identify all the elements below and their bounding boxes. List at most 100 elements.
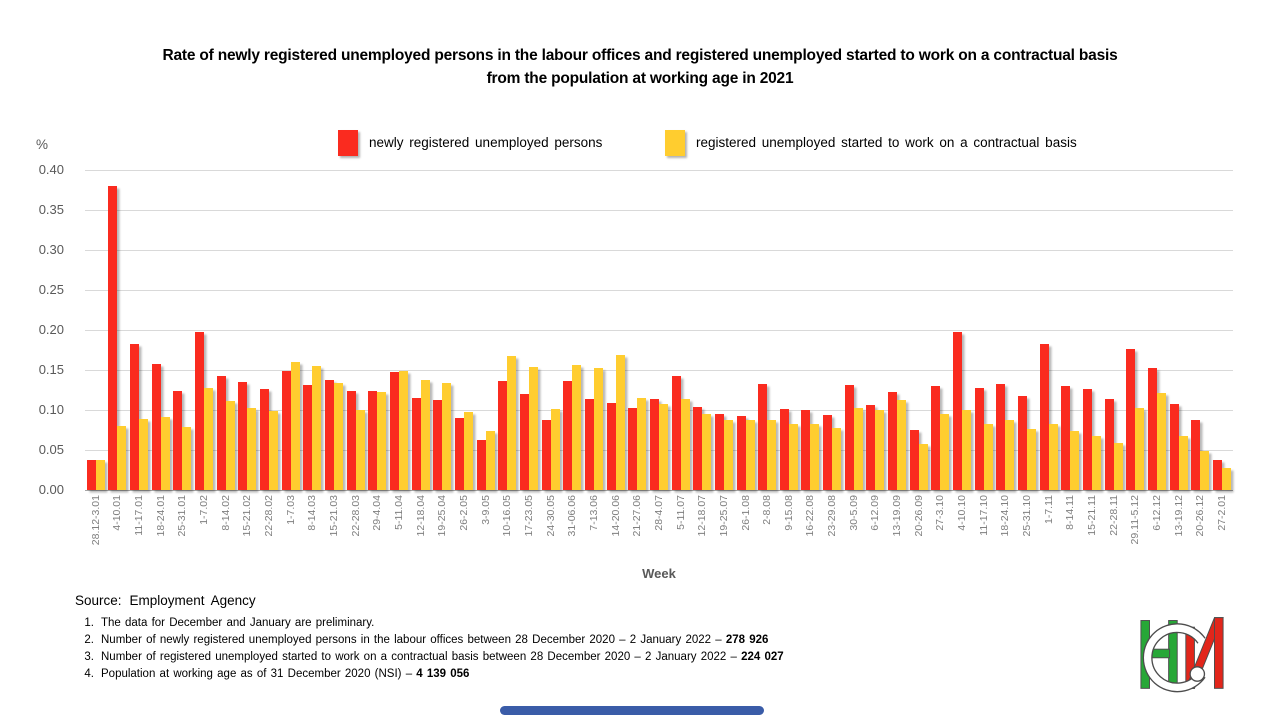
bar-newly-registered: [130, 344, 140, 490]
bar-started-work: [875, 410, 885, 490]
bar-started-work: [983, 424, 993, 490]
bar-newly-registered: [888, 392, 898, 490]
bar-started-work: [485, 431, 495, 490]
bar-group: 4-10.10: [951, 170, 973, 531]
footer-blue-bar: [500, 706, 764, 715]
bar-newly-registered: [1039, 344, 1049, 490]
legend-item-contractual: registered unemployed started to work on…: [665, 129, 1077, 156]
bar-started-work: [95, 460, 105, 490]
bar-newly-registered: [151, 364, 161, 490]
bar-group: 3-9.05: [475, 170, 497, 525]
x-tick-label: 18-24.10: [999, 495, 1012, 537]
footnote-text: Number of registered unemployed started …: [101, 651, 784, 663]
bar-group: 5-11.07: [670, 170, 692, 530]
bar-newly-registered: [1083, 389, 1093, 490]
legend-label-contractual: registered unemployed started to work on…: [696, 135, 1077, 150]
bar-started-work: [615, 355, 625, 490]
bar-group: 19-25.07: [713, 170, 735, 536]
y-tick-label: 0.10: [38, 402, 64, 417]
chart-title-line2: from the population at working age in 20…: [486, 70, 794, 87]
chart-title-line1: Rate of newly registered unemployed pers…: [162, 47, 1118, 64]
bar-started-work: [312, 366, 322, 490]
bar-group: 11-17.10: [973, 170, 995, 536]
x-tick-label: 29.11-5.12: [1129, 495, 1142, 545]
bar-newly-registered: [1126, 349, 1136, 490]
footnote-bold-value: 4 139 056: [416, 668, 470, 680]
bar-newly-registered: [303, 385, 313, 490]
x-tick-label: 16-22.08: [804, 495, 817, 537]
bar-started-work: [810, 424, 820, 490]
bar-newly-registered: [953, 332, 963, 490]
bar-newly-registered: [584, 399, 594, 490]
bar-started-work: [463, 412, 473, 490]
bar-newly-registered: [238, 382, 248, 490]
x-tick-label: 12-18.04: [414, 495, 427, 537]
bar-started-work: [680, 399, 690, 490]
bar-started-work: [1156, 393, 1166, 490]
bar-group: 26-1.08: [735, 170, 757, 531]
x-tick-label: 26-2.05: [457, 495, 470, 531]
bar-group: 18-24.10: [995, 170, 1017, 536]
bar-newly-registered: [173, 391, 183, 490]
bar-group: 21-27.06: [626, 170, 648, 536]
x-tick-label: 31-06.06: [566, 495, 579, 537]
x-tick-label: 8-14.02: [219, 495, 232, 531]
bar-group: 5-11.04: [388, 170, 410, 530]
bar-started-work: [1221, 468, 1231, 490]
bar-started-work: [269, 411, 279, 490]
legend-item-newly-registered: newly registered unemployed persons: [338, 129, 602, 156]
x-tick-label: 30-5.09: [847, 495, 860, 531]
x-tick-label: 13-19.12: [1172, 495, 1185, 537]
bar-started-work: [247, 408, 257, 490]
bar-newly-registered: [346, 391, 356, 490]
bar-group: 19-25.04: [432, 170, 454, 536]
bar-group: 28.12-3.01: [85, 170, 107, 545]
x-tick-label: 8-14.11: [1064, 495, 1077, 530]
y-tick-label: 0.35: [38, 202, 64, 217]
bar-group: 1-7.03: [280, 170, 302, 525]
bar-newly-registered: [931, 386, 941, 490]
x-tick-label: 7-13.06: [587, 495, 600, 531]
footnote-bold-value: 224 027: [741, 651, 784, 663]
gridline: [85, 330, 1233, 331]
bar-group: 28-4.07: [648, 170, 670, 531]
bar-group: 25-31.01: [172, 170, 194, 536]
bar-started-work: [550, 409, 560, 490]
bar-started-work: [507, 356, 517, 490]
logo-letter-c-ring: [1142, 623, 1206, 693]
bar-started-work: [139, 419, 149, 490]
bar-started-work: [1048, 424, 1058, 490]
x-tick-label: 4-10.01: [111, 495, 124, 531]
bar-group: 6-12.12: [1146, 170, 1168, 531]
x-tick-label: 18-24.01: [154, 495, 167, 537]
x-tick-label: 26-1.08: [739, 495, 752, 531]
bar-started-work: [355, 410, 365, 490]
bar-newly-registered: [1147, 368, 1157, 490]
x-tick-label: 24-30.05: [544, 495, 557, 537]
bar-newly-registered: [974, 388, 984, 490]
bar-started-work: [160, 417, 170, 490]
bar-newly-registered: [216, 376, 226, 490]
bar-group: 13-19.12: [1168, 170, 1190, 536]
footnote: 3. Number of registered unemployed starte…: [78, 649, 784, 666]
bar-started-work: [1113, 443, 1123, 490]
x-tick-label: 19-25.04: [436, 495, 449, 537]
bar-newly-registered: [541, 420, 551, 490]
bar-group: 26-2.05: [453, 170, 475, 531]
bar-group: 14-20.06: [605, 170, 627, 536]
x-tick-label: 2-8.08: [761, 495, 774, 525]
bar-group: 27-3.10: [930, 170, 952, 531]
bar-newly-registered: [866, 405, 876, 490]
bar-newly-registered: [411, 398, 421, 490]
bar-group: 1-7.11: [1038, 170, 1060, 524]
bar-newly-registered: [498, 381, 508, 490]
bar-group: 10-16.05: [496, 170, 518, 536]
x-tick-label: 14-20.06: [609, 495, 622, 537]
bar-started-work: [182, 427, 192, 490]
gridline: [85, 210, 1233, 211]
bar-group: 22-28.03: [345, 170, 367, 536]
bar-started-work: [572, 365, 582, 490]
bar-group: 22-28.11: [1103, 170, 1125, 536]
bar-group: 13-19.09: [886, 170, 908, 536]
footnote-number: 3.: [84, 651, 94, 663]
